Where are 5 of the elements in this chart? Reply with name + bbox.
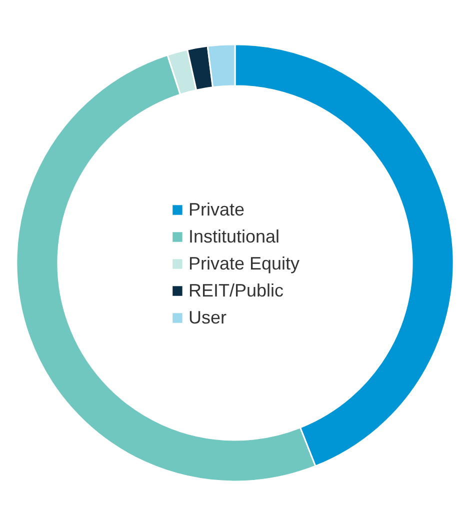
legend-label: REIT/Public xyxy=(188,280,284,301)
legend-label: User xyxy=(188,307,226,328)
legend-label: Private Equity xyxy=(188,253,300,274)
legend-label: Private xyxy=(188,199,244,220)
legend-label: Institutional xyxy=(188,226,280,247)
